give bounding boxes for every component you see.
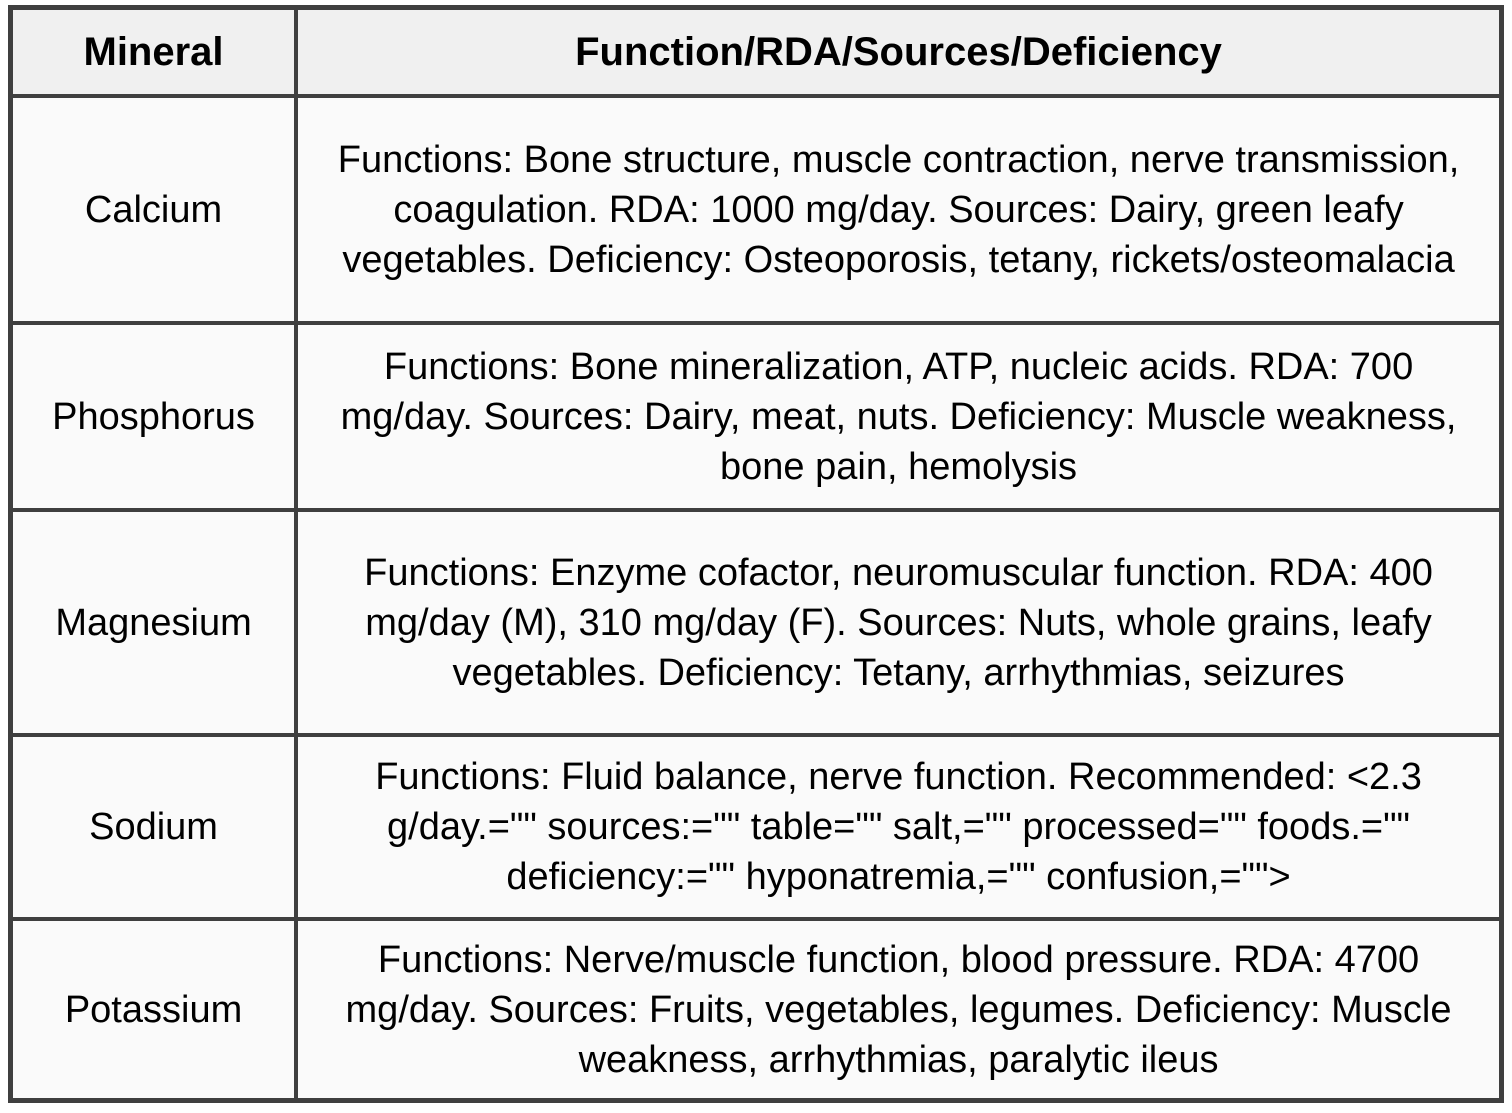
mineral-details: Functions: Bone mineralization, ATP, nuc… (294, 321, 1504, 512)
mineral-name: Sodium (8, 733, 299, 921)
table-row-magnesium: Magnesium Functions: Enzyme cofactor, ne… (8, 508, 1504, 737)
mineral-details: Functions: Fluid balance, nerve function… (294, 733, 1504, 921)
column-header-mineral: Mineral (8, 5, 299, 98)
minerals-table: Mineral Function/RDA/Sources/Deficiency … (8, 5, 1504, 1103)
table-row-calcium: Calcium Functions: Bone structure, muscl… (8, 94, 1504, 325)
table-row-potassium: Potassium Functions: Nerve/muscle functi… (8, 917, 1504, 1103)
mineral-details: Functions: Enzyme cofactor, neuromuscula… (294, 508, 1504, 737)
mineral-name: Potassium (8, 917, 299, 1103)
mineral-details: Functions: Nerve/muscle function, blood … (294, 917, 1504, 1103)
table-row-phosphorus: Phosphorus Functions: Bone mineralizatio… (8, 321, 1504, 512)
mineral-name: Phosphorus (8, 321, 299, 512)
column-header-details: Function/RDA/Sources/Deficiency (294, 5, 1504, 98)
mineral-name: Calcium (8, 94, 299, 325)
mineral-details: Functions: Bone structure, muscle contra… (294, 94, 1504, 325)
header-row: Mineral Function/RDA/Sources/Deficiency (8, 5, 1504, 98)
mineral-name: Magnesium (8, 508, 299, 737)
table-row-sodium: Sodium Functions: Fluid balance, nerve f… (8, 733, 1504, 921)
